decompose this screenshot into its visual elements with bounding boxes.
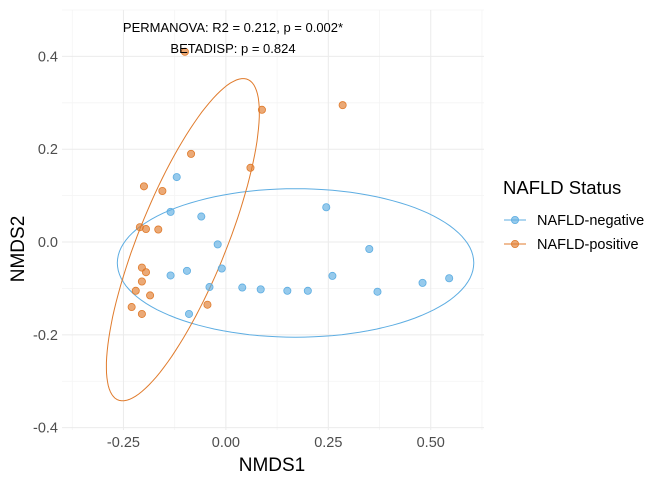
negative-point (445, 274, 454, 283)
negative-point (197, 212, 206, 221)
positive-point (187, 149, 196, 158)
positive-point (154, 225, 163, 234)
negative-point (373, 287, 382, 296)
positive-point (203, 300, 212, 309)
negative-point (172, 173, 181, 182)
positive-point (131, 286, 140, 295)
negative-point (283, 286, 292, 295)
negative-point (328, 271, 337, 280)
positive-point (257, 105, 266, 114)
y-axis-title: NMDS2 (8, 216, 29, 283)
negative-point (182, 266, 191, 275)
legend-key-positive-dot (510, 239, 519, 248)
legend-key-positive (504, 239, 526, 248)
y-tick-label: -0.4 (33, 421, 58, 437)
legend-title: NAFLD Status (503, 177, 621, 198)
points-layer (127, 47, 454, 318)
legend-label-positive: NAFLD-positive (537, 237, 639, 253)
legend-key-negative-dot (510, 215, 519, 224)
x-tick-label: 0.50 (417, 435, 445, 451)
x-tick-label: -0.25 (107, 435, 140, 451)
positive-point (137, 277, 146, 286)
positive-point (338, 101, 347, 110)
negative-point (185, 309, 194, 318)
ellipse-layer (105, 78, 475, 402)
positive-point (246, 163, 255, 172)
negative-point (303, 286, 312, 295)
positive-point (139, 182, 148, 191)
positive-point (158, 186, 167, 195)
negative-point (238, 283, 247, 292)
positive-point (127, 303, 136, 312)
negative-point (213, 240, 222, 249)
betadisp-annotation: BETADISP: p = 0.824 (170, 41, 295, 56)
legend: NAFLD Status NAFLD-negative NAFLD-positi… (503, 177, 644, 253)
negative-point (205, 283, 214, 292)
y-tick-label: 0.0 (38, 235, 58, 251)
negative-point (418, 278, 427, 287)
negative-point (166, 271, 175, 280)
negative-point (217, 264, 226, 273)
positive-point (146, 291, 155, 300)
positive-point (141, 225, 150, 234)
negative-point (256, 285, 265, 294)
positive-point (180, 47, 189, 56)
negative-point (166, 207, 175, 216)
y-tick-label: 0.4 (38, 49, 58, 65)
negative-point (322, 203, 331, 212)
negative-ellipse (116, 188, 475, 338)
positive-point (137, 309, 146, 318)
y-tick-label: 0.2 (38, 142, 58, 158)
x-tick-label: 0.25 (314, 435, 342, 451)
ticks-layer: -0.25 0.00 0.25 0.50 -0.4 -0.2 0.0 0.2 0.4 (33, 49, 445, 451)
x-axis-title: NMDS1 (239, 455, 306, 476)
legend-key-negative (504, 215, 526, 224)
positive-ellipse (105, 78, 260, 402)
positive-point (141, 268, 150, 277)
x-tick-label: 0.00 (212, 435, 240, 451)
legend-label-negative: NAFLD-negative (537, 213, 644, 229)
y-tick-label: -0.2 (33, 328, 58, 344)
permanova-annotation: PERMANOVA: R2 = 0.212, p = 0.002* (123, 20, 343, 35)
negative-point (365, 245, 374, 254)
grid-layer (62, 9, 484, 430)
